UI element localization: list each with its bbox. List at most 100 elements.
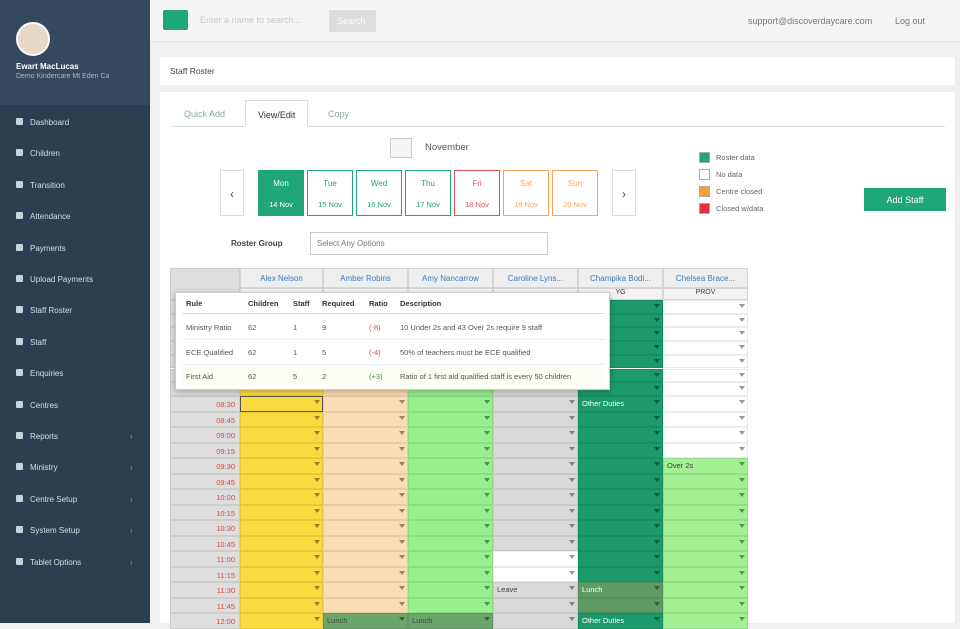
roster-cell[interactable]: [493, 597, 578, 613]
menu-item[interactable]: System Setup ›: [0, 515, 150, 546]
roster-cell[interactable]: [663, 597, 748, 613]
roster-cell[interactable]: [408, 427, 493, 443]
roster-cell[interactable]: [323, 504, 408, 520]
menu-item[interactable]: Tablet Options ›: [0, 547, 150, 578]
staff-header[interactable]: Amber Robins: [323, 268, 408, 288]
roster-cell[interactable]: [493, 442, 578, 458]
search-button[interactable]: Search: [329, 10, 376, 32]
roster-cell[interactable]: [493, 489, 578, 505]
menu-item[interactable]: Transition: [0, 170, 150, 201]
day-button[interactable]: Sat 19 Nov: [503, 170, 549, 216]
roster-cell[interactable]: [663, 396, 748, 412]
staff-header[interactable]: Champika Bodi...: [578, 268, 663, 288]
roster-cell[interactable]: [323, 396, 408, 412]
roster-cell[interactable]: [323, 566, 408, 582]
menu-item[interactable]: Centre Setup ›: [0, 484, 150, 515]
roster-cell[interactable]: [240, 520, 323, 536]
menu-item[interactable]: Reports ›: [0, 421, 150, 452]
day-button[interactable]: Tue 15 Nov: [307, 170, 353, 216]
staff-header[interactable]: Chelsea Brace...: [663, 268, 748, 288]
roster-cell[interactable]: [408, 535, 493, 551]
roster-cell[interactable]: [578, 504, 663, 520]
roster-group-select[interactable]: Select Any Options: [310, 232, 548, 255]
menu-toggle[interactable]: [163, 10, 188, 30]
roster-cell[interactable]: [663, 613, 748, 629]
roster-cell[interactable]: [493, 551, 578, 567]
menu-item[interactable]: Upload Payments: [0, 264, 150, 295]
roster-cell[interactable]: [663, 535, 748, 551]
roster-cell[interactable]: [323, 535, 408, 551]
roster-cell[interactable]: [323, 551, 408, 567]
roster-cell[interactable]: [578, 473, 663, 489]
roster-cell[interactable]: [408, 551, 493, 567]
roster-cell[interactable]: [663, 566, 748, 582]
roster-cell[interactable]: [323, 427, 408, 443]
roster-cell[interactable]: [408, 504, 493, 520]
roster-cell[interactable]: [493, 427, 578, 443]
roster-cell[interactable]: [240, 396, 323, 412]
roster-cell[interactable]: Other Duties: [578, 613, 663, 629]
day-button[interactable]: Sun 20 Nov: [552, 170, 598, 216]
tab[interactable]: Copy: [328, 109, 350, 119]
menu-item[interactable]: Staff: [0, 327, 150, 358]
roster-cell[interactable]: [408, 473, 493, 489]
roster-cell[interactable]: [663, 368, 748, 383]
menu-item[interactable]: Centres: [0, 390, 150, 421]
roster-cell[interactable]: [578, 458, 663, 474]
roster-cell[interactable]: [493, 396, 578, 412]
roster-cell[interactable]: [578, 551, 663, 567]
roster-cell[interactable]: [240, 411, 323, 427]
search-input[interactable]: Enter a name to search...: [200, 15, 302, 25]
roster-cell[interactable]: [240, 613, 323, 629]
roster-cell[interactable]: [408, 582, 493, 598]
prev-week[interactable]: ‹: [220, 170, 244, 216]
roster-cell[interactable]: [578, 411, 663, 427]
roster-cell[interactable]: [408, 458, 493, 474]
menu-item[interactable]: Enquiries: [0, 358, 150, 389]
day-button[interactable]: Fri 18 Nov: [454, 170, 500, 216]
roster-cell[interactable]: [240, 504, 323, 520]
day-button[interactable]: Mon 14 Nov: [258, 170, 304, 216]
roster-cell[interactable]: [408, 520, 493, 536]
roster-cell[interactable]: Lunch: [408, 613, 493, 629]
day-button[interactable]: Wed 16 Nov: [356, 170, 402, 216]
roster-cell[interactable]: [323, 597, 408, 613]
roster-cell[interactable]: [663, 442, 748, 458]
tab[interactable]: Quick Add: [184, 109, 226, 119]
day-button[interactable]: Thu 17 Nov: [405, 170, 451, 216]
logout[interactable]: Log out: [895, 16, 926, 26]
roster-cell[interactable]: [240, 551, 323, 567]
roster-cell[interactable]: [323, 520, 408, 536]
menu-item[interactable]: Payments: [0, 233, 150, 264]
roster-cell[interactable]: [493, 504, 578, 520]
roster-cell[interactable]: [663, 473, 748, 489]
menu-item[interactable]: Ministry ›: [0, 452, 150, 483]
roster-cell[interactable]: [578, 520, 663, 536]
roster-cell[interactable]: [663, 327, 748, 342]
roster-cell[interactable]: [493, 473, 578, 489]
roster-cell[interactable]: [408, 597, 493, 613]
roster-cell[interactable]: [323, 489, 408, 505]
roster-cell[interactable]: [493, 458, 578, 474]
roster-cell[interactable]: [578, 489, 663, 505]
roster-cell[interactable]: [493, 535, 578, 551]
roster-cell[interactable]: [663, 341, 748, 355]
roster-cell[interactable]: [240, 427, 323, 443]
roster-cell[interactable]: [240, 597, 323, 613]
roster-cell[interactable]: [663, 427, 748, 443]
tab[interactable]: View/Edit: [245, 100, 309, 127]
roster-cell[interactable]: [240, 442, 323, 458]
staff-header[interactable]: Amy Nancarrow: [408, 268, 493, 288]
roster-cell[interactable]: Lunch: [323, 613, 408, 629]
roster-cell[interactable]: [323, 411, 408, 427]
roster-cell[interactable]: [408, 489, 493, 505]
roster-cell[interactable]: [493, 566, 578, 582]
roster-cell[interactable]: [663, 551, 748, 567]
roster-cell[interactable]: [240, 582, 323, 598]
roster-cell[interactable]: [323, 458, 408, 474]
roster-cell[interactable]: [493, 520, 578, 536]
roster-cell[interactable]: [240, 566, 323, 582]
staff-header[interactable]: Caroline Lyns...: [493, 268, 578, 288]
roster-cell[interactable]: [240, 489, 323, 505]
next-week[interactable]: ›: [612, 170, 636, 216]
